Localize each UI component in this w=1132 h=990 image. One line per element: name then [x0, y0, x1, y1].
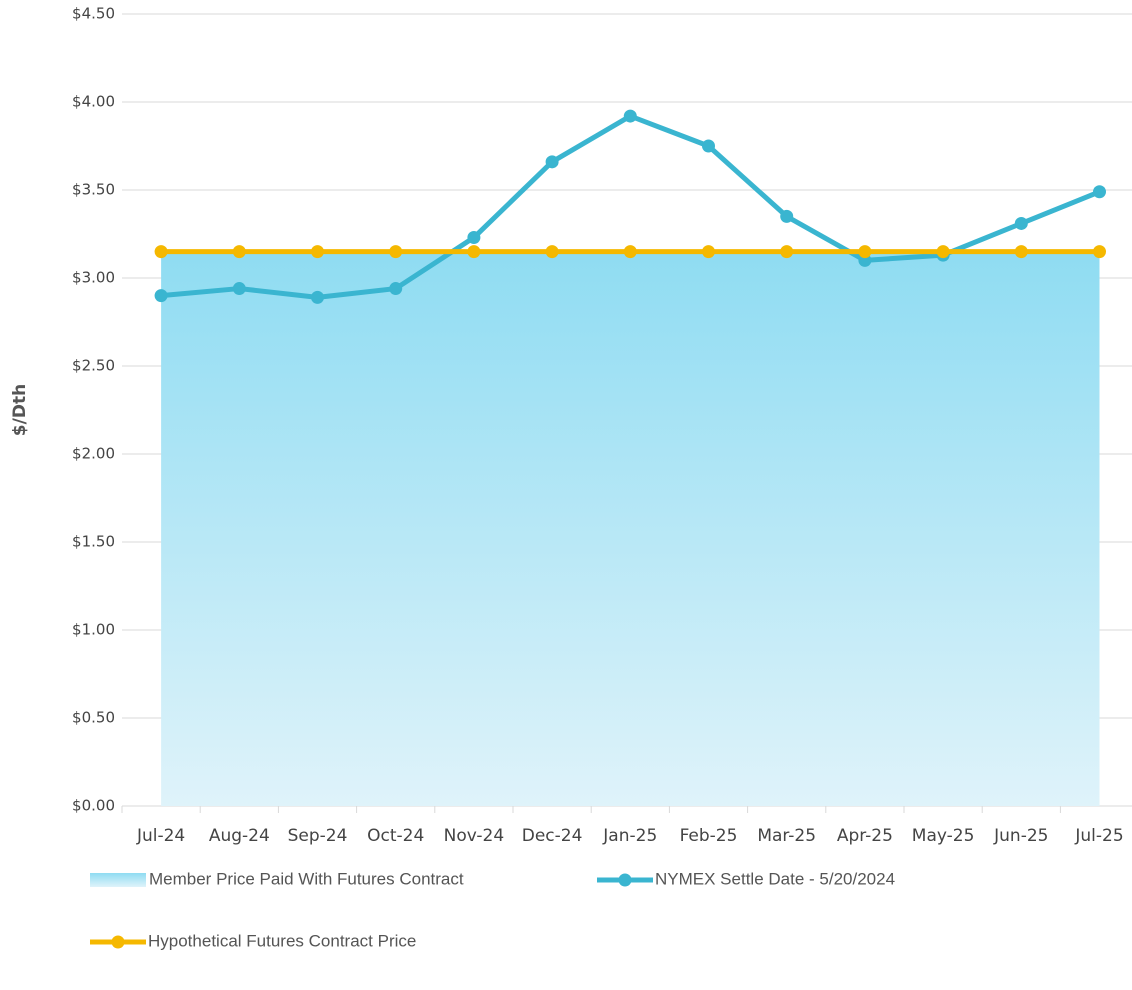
point — [1014, 216, 1028, 230]
legend-swatch — [90, 873, 146, 887]
legend-label: Hypothetical Futures Contract Price — [148, 931, 416, 950]
point — [623, 245, 637, 259]
point — [545, 245, 559, 259]
y-axis-label: $/Dth — [10, 384, 30, 436]
x-tick-label: Feb-25 — [680, 826, 738, 846]
point — [1093, 185, 1106, 199]
x-tick-label: May-25 — [912, 826, 975, 846]
y-tick-label: $0.00 — [72, 797, 115, 815]
point — [1093, 245, 1106, 259]
y-tick-label: $3.50 — [72, 181, 115, 199]
x-tick-label: Jul-25 — [1074, 826, 1123, 846]
x-tick-label: Mar-25 — [757, 826, 816, 846]
y-tick-label: $4.50 — [72, 5, 115, 23]
y-tick-label: $0.50 — [72, 709, 115, 727]
point — [780, 209, 794, 223]
x-tick-label: Oct-24 — [367, 826, 424, 846]
point — [858, 245, 872, 259]
x-tick-label: Jun-25 — [993, 826, 1048, 846]
legend-marker — [111, 935, 125, 949]
y-tick-label: $1.50 — [72, 533, 115, 551]
point — [1014, 245, 1028, 259]
point — [389, 245, 403, 259]
y-tick-label: $2.50 — [72, 357, 115, 375]
point — [702, 245, 715, 259]
point — [467, 245, 481, 259]
point — [623, 109, 637, 123]
point — [780, 245, 794, 259]
legend-label: Member Price Paid With Futures Contract — [149, 869, 464, 888]
y-tick-label: $1.00 — [72, 621, 115, 639]
point — [467, 231, 481, 245]
y-tick-label: $2.00 — [72, 445, 115, 463]
point — [311, 290, 324, 304]
point — [154, 289, 168, 303]
x-tick-label: Nov-24 — [444, 826, 505, 846]
x-tick-label: Sep-24 — [288, 826, 348, 846]
point — [311, 245, 324, 259]
y-tick-label: $4.00 — [72, 93, 115, 111]
x-tick-label: Jan-25 — [602, 826, 657, 846]
point — [702, 139, 715, 153]
point — [154, 245, 168, 259]
point — [936, 245, 950, 259]
x-tick-label: Aug-24 — [209, 826, 270, 846]
point — [545, 155, 559, 169]
legend-label: NYMEX Settle Date - 5/20/2024 — [655, 869, 895, 888]
point — [232, 282, 246, 296]
point — [389, 282, 403, 296]
x-tick-label: Jul-24 — [136, 826, 185, 846]
area — [161, 251, 1100, 807]
y-tick-label: $3.00 — [72, 269, 115, 287]
x-tick-label: Apr-25 — [837, 826, 893, 846]
point — [232, 245, 246, 259]
x-tick-label: Dec-24 — [522, 826, 583, 846]
legend-marker — [618, 873, 632, 887]
